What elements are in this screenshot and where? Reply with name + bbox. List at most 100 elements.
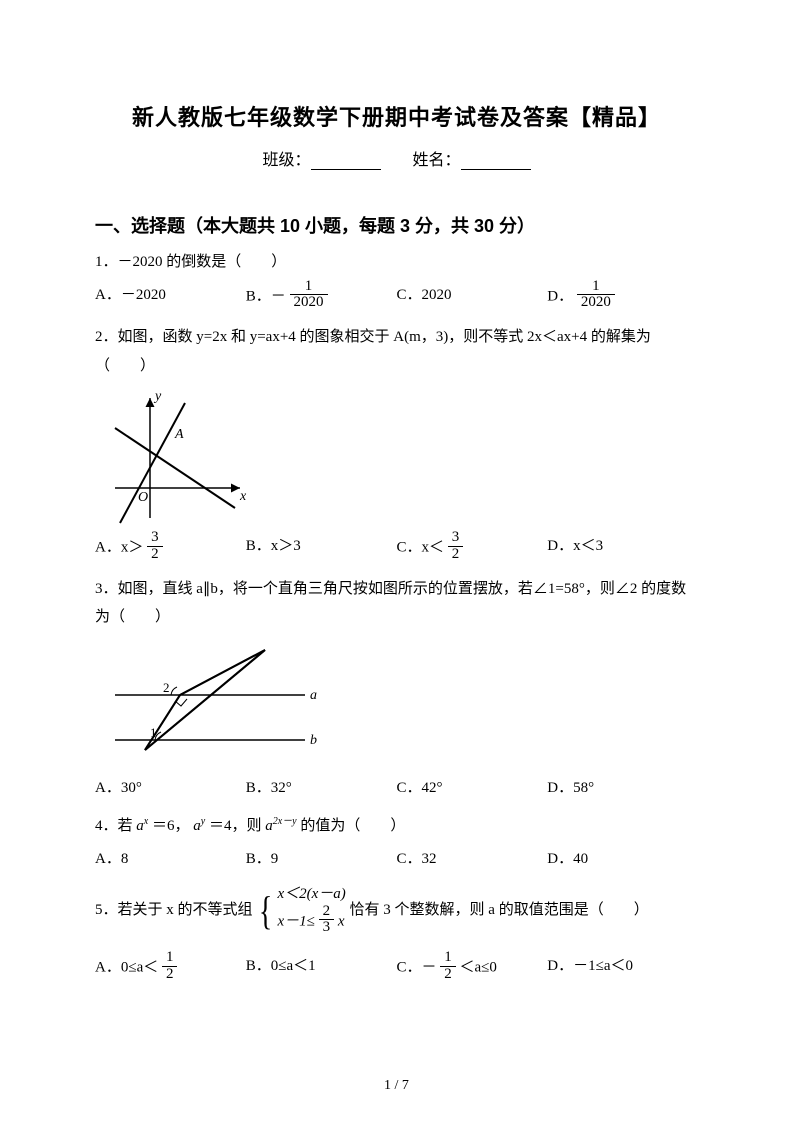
q3-diagram: a b 1 2 <box>105 640 698 770</box>
q2-opt-a: A．x＞ 3 2 <box>95 532 246 565</box>
q5-sys-body: x＜2(x－a) x－1≤ 2 3 x <box>277 883 345 938</box>
frac: 1 2 <box>162 950 178 983</box>
q5-l2b: x <box>338 913 345 929</box>
b-label: b <box>310 733 317 748</box>
q5-opt-a: A．0≤a＜ 1 2 <box>95 952 246 985</box>
q1-opt-a: A．－2020 <box>95 281 246 314</box>
q2-opt-d: D．x＜3 <box>547 532 698 565</box>
q4-eq2: ＝4，则 <box>209 818 265 834</box>
q4-opt-c: C．32 <box>397 845 548 874</box>
q3-stem: 3．如图，直线 a∥b，将一个直角三角尺按如图所示的位置摆放，若∠1=58°，则… <box>95 575 698 632</box>
frac: 1 2 <box>440 950 456 983</box>
frac: 3 2 <box>147 530 163 563</box>
frac-num: 2 <box>319 904 335 921</box>
q5-opt-b: B．0≤a＜1 <box>246 952 397 985</box>
frac-den: 2 <box>147 547 163 563</box>
frac-den: 3 <box>319 920 335 936</box>
question-4: 4．若 ax ＝6， ay ＝4，则 a2x－y 的值为（ ） A．8 B．9 … <box>95 812 698 873</box>
frac-den: 2020 <box>290 295 328 311</box>
blank-class[interactable] <box>311 153 381 170</box>
q5-l2a: x－1≤ <box>277 913 314 929</box>
frac-num: 1 <box>440 950 456 967</box>
q1-b-frac: 1 2020 <box>290 279 328 312</box>
frac-num: 1 <box>162 950 178 967</box>
q5-options: A．0≤a＜ 1 2 B．0≤a＜1 C．－ 1 2 ＜a≤0 D．－1≤a＜0 <box>95 952 698 985</box>
q3-options: A．30° B．32° C．42° D．58° <box>95 774 698 803</box>
q4-opt-a: A．8 <box>95 845 246 874</box>
frac-den: 2 <box>440 967 456 983</box>
q4-ay-exp: y <box>201 816 205 827</box>
q5-l1b: (x－a) <box>307 886 346 902</box>
frac-den: 2020 <box>577 295 615 311</box>
q5-c-suffix: ＜a≤0 <box>460 960 497 976</box>
frac-den: 2 <box>162 967 178 983</box>
page-footer: 1 / 7 <box>0 1078 793 1094</box>
q1-options: A．－2020 B．－ 1 2020 C．2020 D． 1 2020 <box>95 281 698 314</box>
q4-ax: a <box>136 818 144 834</box>
q4-opt-b: B．9 <box>246 845 397 874</box>
frac-num: 1 <box>290 279 328 296</box>
y-label: y <box>153 389 162 404</box>
q2-options: A．x＞ 3 2 B．x＞3 C．x＜ 3 2 D．x＜3 <box>95 532 698 565</box>
subtitle-row: 班级： 姓名： <box>95 146 698 170</box>
q5-system: { x＜2(x－a) x－1≤ 2 3 x <box>256 883 346 938</box>
question-5: 5．若关于 x 的不等式组 { x＜2(x－a) x－1≤ 2 3 x 恰有 3… <box>95 883 698 985</box>
q3-opt-a: A．30° <box>95 774 246 803</box>
q1-opt-b: B．－ 1 2020 <box>246 281 397 314</box>
frac: 2 3 <box>319 904 335 937</box>
q5-opt-c: C．－ 1 2 ＜a≤0 <box>397 952 548 985</box>
q2-c-prefix: C．x＜ <box>397 540 445 556</box>
q2-opt-b: B．x＞3 <box>246 532 397 565</box>
q4-post: 的值为（ ） <box>300 818 405 834</box>
frac-num: 3 <box>448 530 464 547</box>
label-class: 班级： <box>262 152 310 169</box>
q4-a2xy: a <box>265 818 273 834</box>
q4-options: A．8 B．9 C．32 D．40 <box>95 845 698 874</box>
q2-a-prefix: A．x＞ <box>95 540 143 556</box>
q5-a-prefix: A．0≤a＜ <box>95 960 158 976</box>
q4-opt-d: D．40 <box>547 845 698 874</box>
q5-mid: 恰有 3 个整数解，则 a 的取值范围是（ ） <box>350 902 649 918</box>
q1-d-prefix: D． <box>547 288 573 304</box>
question-3: 3．如图，直线 a∥b，将一个直角三角尺按如图所示的位置摆放，若∠1=58°，则… <box>95 575 698 803</box>
frac: 3 2 <box>448 530 464 563</box>
q1-opt-d: D． 1 2020 <box>547 281 698 314</box>
frac-den: 2 <box>448 547 464 563</box>
q1-b-prefix: B．－ <box>246 288 286 304</box>
q3-opt-c: C．42° <box>397 774 548 803</box>
q2-stem: 2．如图，函数 y=2x 和 y=ax+4 的图象相交于 A(m，3)，则不等式… <box>95 323 698 380</box>
q1-stem: 1．－2020 的倒数是（ ） <box>95 248 698 277</box>
question-1: 1．－2020 的倒数是（ ） A．－2020 B．－ 1 2020 C．202… <box>95 248 698 313</box>
section-header: 一、选择题（本大题共 10 小题，每题 3 分，共 30 分） <box>95 212 698 238</box>
q5-l1a: x＜2 <box>277 886 306 902</box>
a-label: A <box>174 427 184 442</box>
o-label: O <box>138 490 148 505</box>
q4-stem: 4．若 ax ＝6， ay ＝4，则 a2x－y 的值为（ ） <box>95 812 698 841</box>
x-label: x <box>239 489 247 504</box>
brace-icon: { <box>259 891 272 931</box>
q1-opt-c: C．2020 <box>397 281 548 314</box>
q5-stem: 5．若关于 x 的不等式组 { x＜2(x－a) x－1≤ 2 3 x 恰有 3… <box>95 883 698 938</box>
frac-num: 3 <box>147 530 163 547</box>
q3-opt-d: D．58° <box>547 774 698 803</box>
page-root: 新人教版七年级数学下册期中考试卷及答案【精品】 班级： 姓名： 一、选择题（本大… <box>0 0 793 1122</box>
q4-eq1: ＝6， <box>152 818 190 834</box>
frac-num: 1 <box>577 279 615 296</box>
q4-ax-exp: x <box>144 816 148 827</box>
q3-svg: a b 1 2 <box>105 640 335 770</box>
angle2-label: 2 <box>163 680 170 695</box>
q2-diagram: y x O A <box>105 388 698 528</box>
q4-ay: a <box>193 818 201 834</box>
question-2: 2．如图，函数 y=2x 和 y=ax+4 的图象相交于 A(m，3)，则不等式… <box>95 323 698 565</box>
page-title: 新人教版七年级数学下册期中考试卷及答案【精品】 <box>95 100 698 132</box>
q4-pre: 4．若 <box>95 818 136 834</box>
q4-a2xy-exp: 2x－y <box>273 816 297 827</box>
q5-pre: 5．若关于 x 的不等式组 <box>95 902 253 918</box>
q3-opt-b: B．32° <box>246 774 397 803</box>
q5-opt-d: D．－1≤a＜0 <box>547 952 698 985</box>
q2-svg: y x O A <box>105 388 255 528</box>
label-name: 姓名： <box>413 152 461 169</box>
q5-c-prefix: C．－ <box>397 960 437 976</box>
blank-name[interactable] <box>461 153 531 170</box>
q1-d-frac: 1 2020 <box>577 279 615 312</box>
